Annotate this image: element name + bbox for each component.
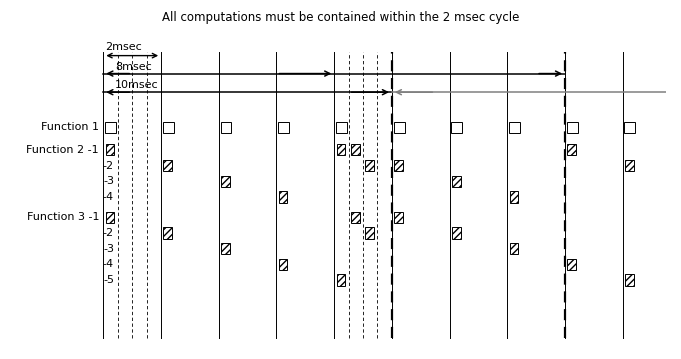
Bar (452, 227, 460, 238)
Bar (351, 144, 360, 155)
Bar (509, 243, 518, 254)
Text: -5: -5 (103, 275, 114, 285)
Bar (106, 211, 114, 223)
Text: -3: -3 (103, 176, 114, 186)
Bar (221, 243, 229, 254)
Text: Function 3 -1: Function 3 -1 (27, 212, 99, 222)
Bar (106, 144, 114, 155)
Bar (625, 274, 634, 286)
Bar (163, 160, 172, 171)
Bar (366, 160, 374, 171)
Text: -4: -4 (103, 259, 114, 269)
Bar (452, 122, 462, 133)
Bar (366, 227, 374, 238)
Bar (221, 122, 232, 133)
Bar (394, 160, 403, 171)
Bar (279, 122, 289, 133)
Bar (394, 122, 405, 133)
Bar (567, 122, 577, 133)
Bar (105, 122, 116, 133)
Bar (452, 176, 460, 187)
Text: Function 1: Function 1 (41, 122, 99, 132)
Bar (509, 122, 520, 133)
Text: All computations must be contained within the 2 msec cycle: All computations must be contained withi… (162, 11, 519, 24)
Text: 2msec: 2msec (105, 42, 142, 52)
Bar (336, 144, 345, 155)
Bar (279, 259, 287, 270)
Bar (336, 122, 347, 133)
Text: 10msec: 10msec (115, 80, 159, 90)
Text: -2: -2 (103, 160, 114, 171)
Bar (221, 176, 229, 187)
Bar (351, 211, 360, 223)
Bar (509, 191, 518, 202)
Bar (624, 122, 635, 133)
Bar (625, 160, 634, 171)
Text: -2: -2 (103, 228, 114, 238)
Bar (567, 144, 576, 155)
Bar (163, 122, 174, 133)
Bar (163, 227, 172, 238)
Text: Function 2 -1: Function 2 -1 (27, 145, 99, 155)
Text: -4: -4 (103, 192, 114, 202)
Bar (567, 259, 576, 270)
Bar (336, 274, 345, 286)
Text: -3: -3 (103, 244, 114, 253)
Bar (279, 191, 287, 202)
Bar (394, 211, 403, 223)
Text: 8msec: 8msec (115, 62, 152, 72)
